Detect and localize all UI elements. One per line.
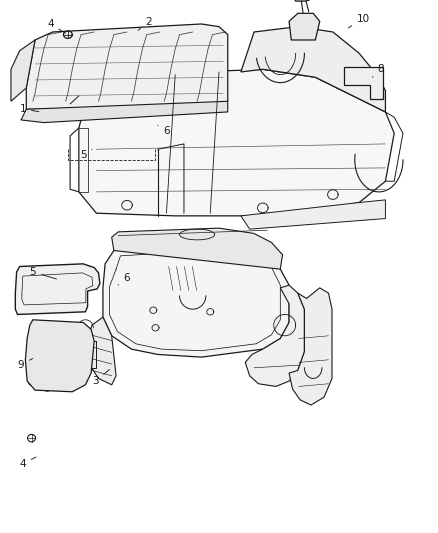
Text: 4: 4 — [19, 457, 36, 469]
Polygon shape — [245, 285, 304, 386]
Polygon shape — [241, 27, 385, 112]
Polygon shape — [79, 69, 394, 216]
Polygon shape — [87, 317, 116, 385]
Text: 5: 5 — [29, 267, 57, 279]
Polygon shape — [241, 200, 385, 229]
Polygon shape — [21, 101, 228, 123]
Text: 10: 10 — [348, 14, 370, 28]
Polygon shape — [112, 228, 283, 269]
Polygon shape — [344, 67, 383, 99]
Polygon shape — [293, 0, 310, 1]
Text: 1: 1 — [19, 104, 39, 114]
Polygon shape — [26, 24, 228, 109]
Polygon shape — [103, 243, 289, 357]
Text: 9: 9 — [18, 359, 32, 370]
Polygon shape — [25, 320, 94, 392]
Polygon shape — [289, 13, 320, 40]
Text: 4: 4 — [47, 19, 66, 33]
Text: 5: 5 — [80, 149, 92, 159]
Polygon shape — [289, 288, 332, 405]
Text: 6: 6 — [158, 125, 170, 135]
Polygon shape — [11, 40, 35, 101]
Text: 6: 6 — [118, 273, 131, 285]
Text: 3: 3 — [92, 369, 110, 386]
Polygon shape — [15, 264, 100, 314]
Text: 8: 8 — [372, 64, 385, 77]
Text: 2: 2 — [138, 18, 152, 30]
